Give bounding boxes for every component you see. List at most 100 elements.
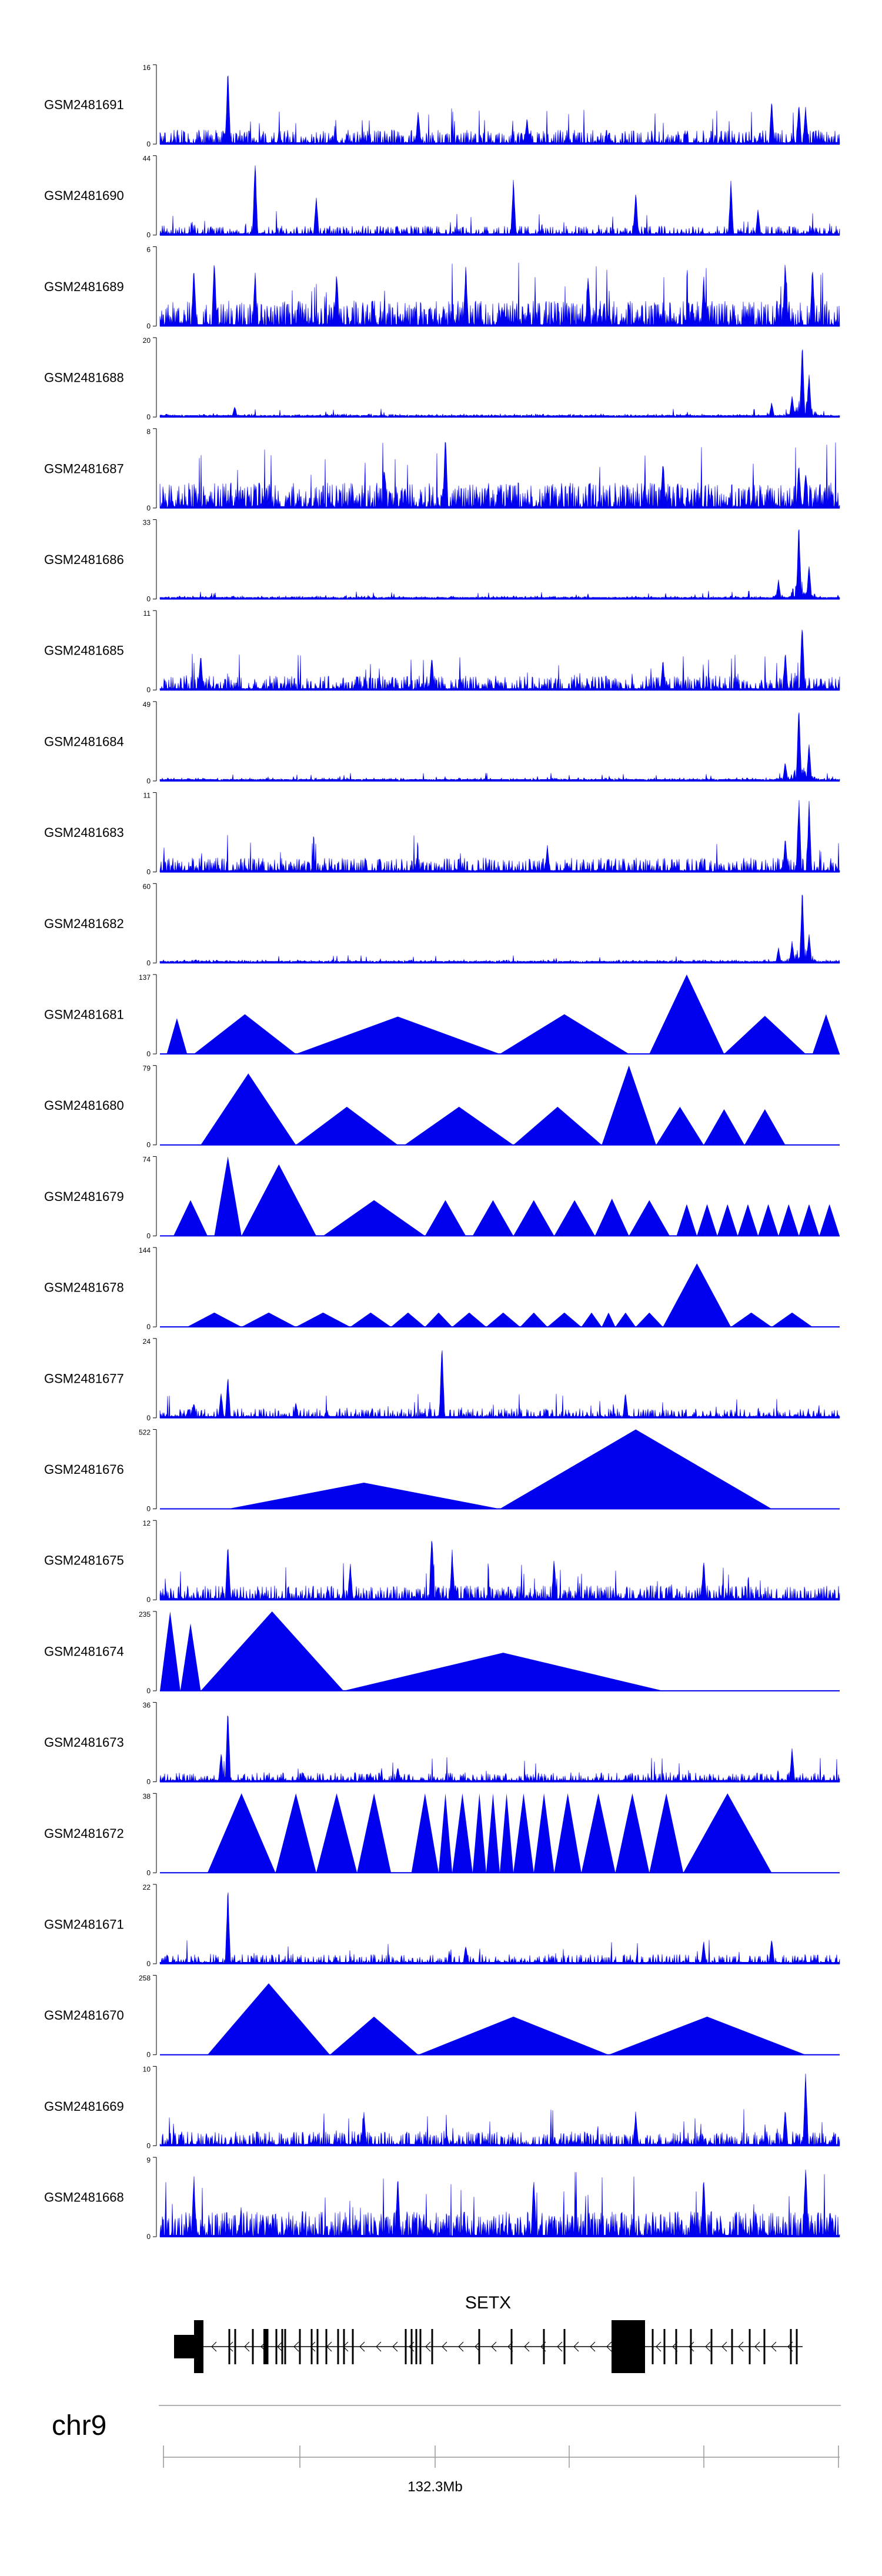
signal-segment [228, 1482, 500, 1509]
track-label: GSM2481672 [44, 1826, 124, 1841]
gene-track: SETX [174, 2293, 803, 2373]
track-gsm2481683: GSM2481683 11 0 [44, 792, 840, 876]
gene-strand-arrows [211, 2341, 793, 2352]
strand-arrow [623, 2341, 629, 2352]
track-label: GSM2481686 [44, 552, 124, 567]
gene-exon-block [612, 2320, 638, 2373]
strand-arrow [475, 2341, 480, 2352]
signal-segment [663, 1263, 731, 1327]
y-min-label: 0 [146, 1778, 151, 1786]
y-min-label: 0 [146, 2051, 151, 2059]
y-max-label: 79 [143, 1065, 151, 1073]
track-gsm2481672: GSM2481672 38 0 [44, 1792, 840, 1877]
track-gsm2481684: GSM2481684 49 0 [44, 700, 840, 785]
strand-arrow [277, 2341, 283, 2352]
y-max-label: 60 [143, 882, 151, 890]
strand-arrow [260, 2341, 266, 2352]
track-label: GSM2481669 [44, 2099, 124, 2114]
strand-arrow [738, 2341, 744, 2352]
chromosome-axis: chr9 132.3Mb [52, 2405, 841, 2495]
strand-arrow [228, 2341, 233, 2352]
strand-arrow [771, 2341, 777, 2352]
y-min-label: 0 [146, 1414, 151, 1422]
signal-segment [602, 1065, 656, 1145]
track-label: GSM2481685 [44, 643, 124, 658]
strand-arrow [343, 2341, 349, 2352]
gene-exon-block [263, 2329, 268, 2364]
signal-segment [357, 1793, 392, 1873]
strand-arrow [639, 2341, 645, 2352]
signal-segment [819, 1204, 840, 1236]
track-label: GSM2481678 [44, 1280, 124, 1295]
y-min-label: 0 [146, 868, 151, 876]
y-min-label: 0 [146, 504, 151, 512]
track-label: GSM2481671 [44, 1917, 124, 1932]
y-min-label: 0 [146, 1687, 151, 1695]
signal-segment [724, 1016, 806, 1054]
track-gsm2481678: GSM2481678 144 0 [44, 1246, 840, 1331]
signal-segment [676, 1204, 697, 1236]
signal-segment [649, 1793, 684, 1873]
signal-segment [615, 1312, 636, 1327]
track-label: GSM2481675 [44, 1553, 124, 1568]
strand-arrow [754, 2341, 760, 2352]
track-gsm2481674: GSM2481674 235 0 [44, 1610, 840, 1695]
strand-arrow [409, 2341, 415, 2352]
signal-area [159, 165, 840, 236]
strand-arrow [689, 2341, 694, 2352]
y-min-label: 0 [146, 1505, 151, 1513]
signal-segment [744, 1109, 786, 1145]
signal-segment [513, 1106, 602, 1145]
signal-segment [778, 1204, 799, 1236]
signal-segment [737, 1204, 759, 1236]
track-gsm2481682: GSM2481682 60 0 [44, 882, 840, 967]
track-label: GSM2481683 [44, 825, 124, 840]
signal-segment [656, 1106, 704, 1145]
y-min-label: 0 [146, 231, 151, 239]
y-min-label: 0 [146, 1323, 151, 1331]
track-gsm2481669: GSM2481669 10 0 [44, 2065, 840, 2150]
track-gsm2481668: GSM2481668 9 0 [44, 2156, 840, 2241]
strand-arrow [244, 2341, 250, 2352]
signal-segment [438, 1793, 453, 1873]
signal-area [159, 529, 840, 600]
signal-segment [513, 1200, 554, 1236]
signal-area [159, 2169, 840, 2237]
signal-segment [758, 1204, 779, 1236]
signal-segment [411, 1793, 439, 1873]
signal-segment [296, 1016, 500, 1054]
signal-segment [500, 1014, 629, 1054]
signal-segment [350, 1312, 392, 1327]
signal-area [159, 629, 840, 691]
signal-segment [323, 1200, 425, 1236]
y-max-label: 522 [139, 1429, 151, 1437]
signal-segment [547, 1312, 582, 1327]
strand-arrow [540, 2341, 546, 2352]
track-gsm2481676: GSM2481676 522 0 [44, 1429, 840, 1513]
y-min-label: 0 [146, 2141, 151, 2150]
signal-segment [275, 1793, 316, 1873]
y-max-label: 12 [143, 1519, 151, 1527]
y-min-label: 0 [146, 1868, 151, 1877]
signal-tracks: GSM2481691160GSM2481690440GSM248168960GS… [44, 64, 840, 2241]
y-min-label: 0 [146, 595, 151, 603]
strand-arrow [524, 2341, 530, 2352]
signal-segment [554, 1200, 595, 1236]
y-max-label: 22 [143, 1883, 151, 1891]
y-min-label: 0 [146, 777, 151, 785]
track-gsm2481688: GSM2481688 20 0 [44, 336, 840, 421]
y-max-label: 144 [139, 1246, 151, 1254]
track-gsm2481677: GSM2481677 24 0 [44, 1337, 840, 1422]
signal-segment [608, 2016, 806, 2055]
track-label: GSM2481684 [44, 734, 124, 749]
y-min-label: 0 [146, 2233, 151, 2241]
signal-segment [160, 1611, 181, 1691]
strand-arrow [376, 2341, 382, 2352]
signal-segment [391, 1312, 425, 1327]
track-label: GSM2481682 [44, 916, 124, 931]
signal-area [159, 1892, 840, 1964]
track-label: GSM2481670 [44, 2008, 124, 2023]
signal-area [159, 712, 840, 782]
signal-segment [717, 1204, 738, 1236]
signal-segment [697, 1204, 717, 1236]
